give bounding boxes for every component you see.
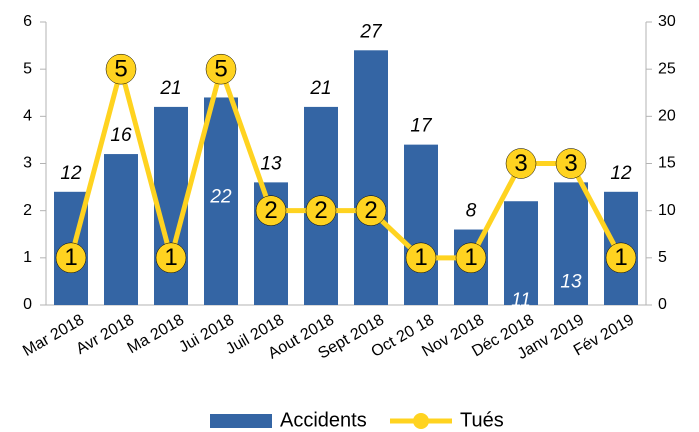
y-tick-label: 4 <box>23 108 32 125</box>
marker-label: 2 <box>314 197 327 224</box>
y2-tick-label: 25 <box>658 60 676 77</box>
bar <box>354 50 388 305</box>
y-tick-label: 6 <box>23 13 32 30</box>
value-label: 22 <box>209 186 232 207</box>
y-tick-label: 1 <box>23 249 32 266</box>
marker <box>105 53 137 85</box>
bar <box>104 154 138 305</box>
y2-tick-label: 20 <box>658 108 676 125</box>
marker-label: 5 <box>114 56 127 83</box>
marker-label: 2 <box>364 197 377 224</box>
y2-tick-label: 0 <box>658 296 667 313</box>
y-tick-label: 2 <box>23 202 32 219</box>
marker <box>305 195 337 226</box>
value-label: 16 <box>110 125 132 146</box>
y2-tick-label: 30 <box>658 13 676 30</box>
marker-label: 1 <box>614 244 627 271</box>
y2-tick-label: 5 <box>658 249 667 266</box>
bar <box>554 182 588 305</box>
y-tick-label: 5 <box>23 60 32 77</box>
marker <box>605 242 637 274</box>
marker-label: 1 <box>164 244 177 271</box>
marker <box>405 242 437 274</box>
marker-label: 1 <box>464 244 477 271</box>
value-label: 13 <box>260 153 282 174</box>
y2-tick-label: 10 <box>658 202 676 219</box>
marker <box>255 195 287 226</box>
marker <box>55 242 87 274</box>
x-tick-label: Avr 2018 <box>73 311 137 358</box>
marker-label: 1 <box>414 244 427 271</box>
y2-tick-label: 15 <box>658 155 676 172</box>
bar <box>504 201 538 305</box>
value-label: 11 <box>511 290 531 311</box>
value-label: 21 <box>159 78 181 99</box>
marker-label: 2 <box>264 197 277 224</box>
bar <box>204 97 238 305</box>
legend-swatch <box>210 414 272 428</box>
bar <box>404 144 438 305</box>
value-label: 13 <box>560 271 582 292</box>
marker <box>355 195 387 226</box>
legend-marker <box>413 413 429 429</box>
value-label: 27 <box>359 21 383 42</box>
legend-label: Accidents <box>280 409 367 431</box>
marker <box>555 148 587 179</box>
marker-label: 3 <box>564 150 577 177</box>
value-label: 12 <box>60 163 82 184</box>
legend-label: Tués <box>460 409 504 431</box>
marker-label: 5 <box>214 56 227 83</box>
y-tick-label: 0 <box>23 296 32 313</box>
marker <box>205 53 237 85</box>
marker <box>505 148 537 179</box>
marker <box>155 242 187 274</box>
x-tick-label: Ma 2018 <box>125 311 188 357</box>
marker <box>455 242 487 274</box>
value-label: 21 <box>309 78 331 99</box>
marker-label: 1 <box>64 244 77 271</box>
value-label: 17 <box>410 116 433 137</box>
marker-label: 3 <box>514 150 527 177</box>
value-label: 8 <box>466 201 477 222</box>
line <box>68 66 624 261</box>
x-tick-label: Mar 2018 <box>20 311 87 360</box>
y-tick-label: 3 <box>23 155 32 172</box>
value-label: 12 <box>610 163 632 184</box>
